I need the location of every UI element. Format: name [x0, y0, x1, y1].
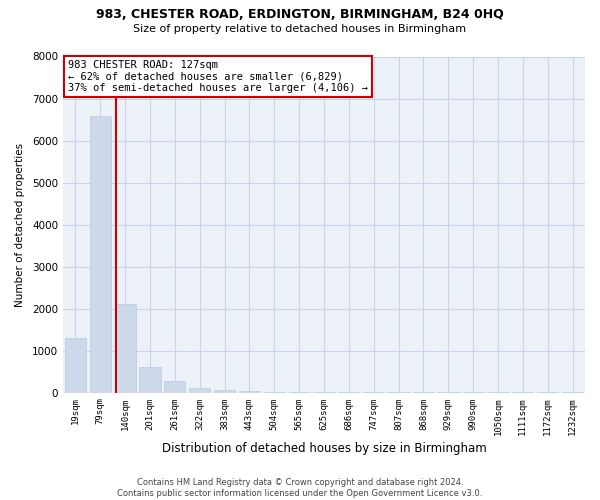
- Text: 983 CHESTER ROAD: 127sqm
← 62% of detached houses are smaller (6,829)
37% of sem: 983 CHESTER ROAD: 127sqm ← 62% of detach…: [68, 60, 368, 93]
- Bar: [239, 391, 260, 392]
- Bar: [89, 116, 111, 392]
- Text: 983, CHESTER ROAD, ERDINGTON, BIRMINGHAM, B24 0HQ: 983, CHESTER ROAD, ERDINGTON, BIRMINGHAM…: [96, 8, 504, 20]
- Bar: [139, 368, 161, 392]
- Text: Size of property relative to detached houses in Birmingham: Size of property relative to detached ho…: [133, 24, 467, 34]
- Bar: [65, 338, 86, 392]
- Y-axis label: Number of detached properties: Number of detached properties: [15, 142, 25, 306]
- Bar: [214, 390, 235, 392]
- Bar: [189, 388, 210, 392]
- Bar: [115, 304, 136, 392]
- Bar: [164, 381, 185, 392]
- X-axis label: Distribution of detached houses by size in Birmingham: Distribution of detached houses by size …: [161, 442, 487, 455]
- Text: Contains HM Land Registry data © Crown copyright and database right 2024.
Contai: Contains HM Land Registry data © Crown c…: [118, 478, 482, 498]
